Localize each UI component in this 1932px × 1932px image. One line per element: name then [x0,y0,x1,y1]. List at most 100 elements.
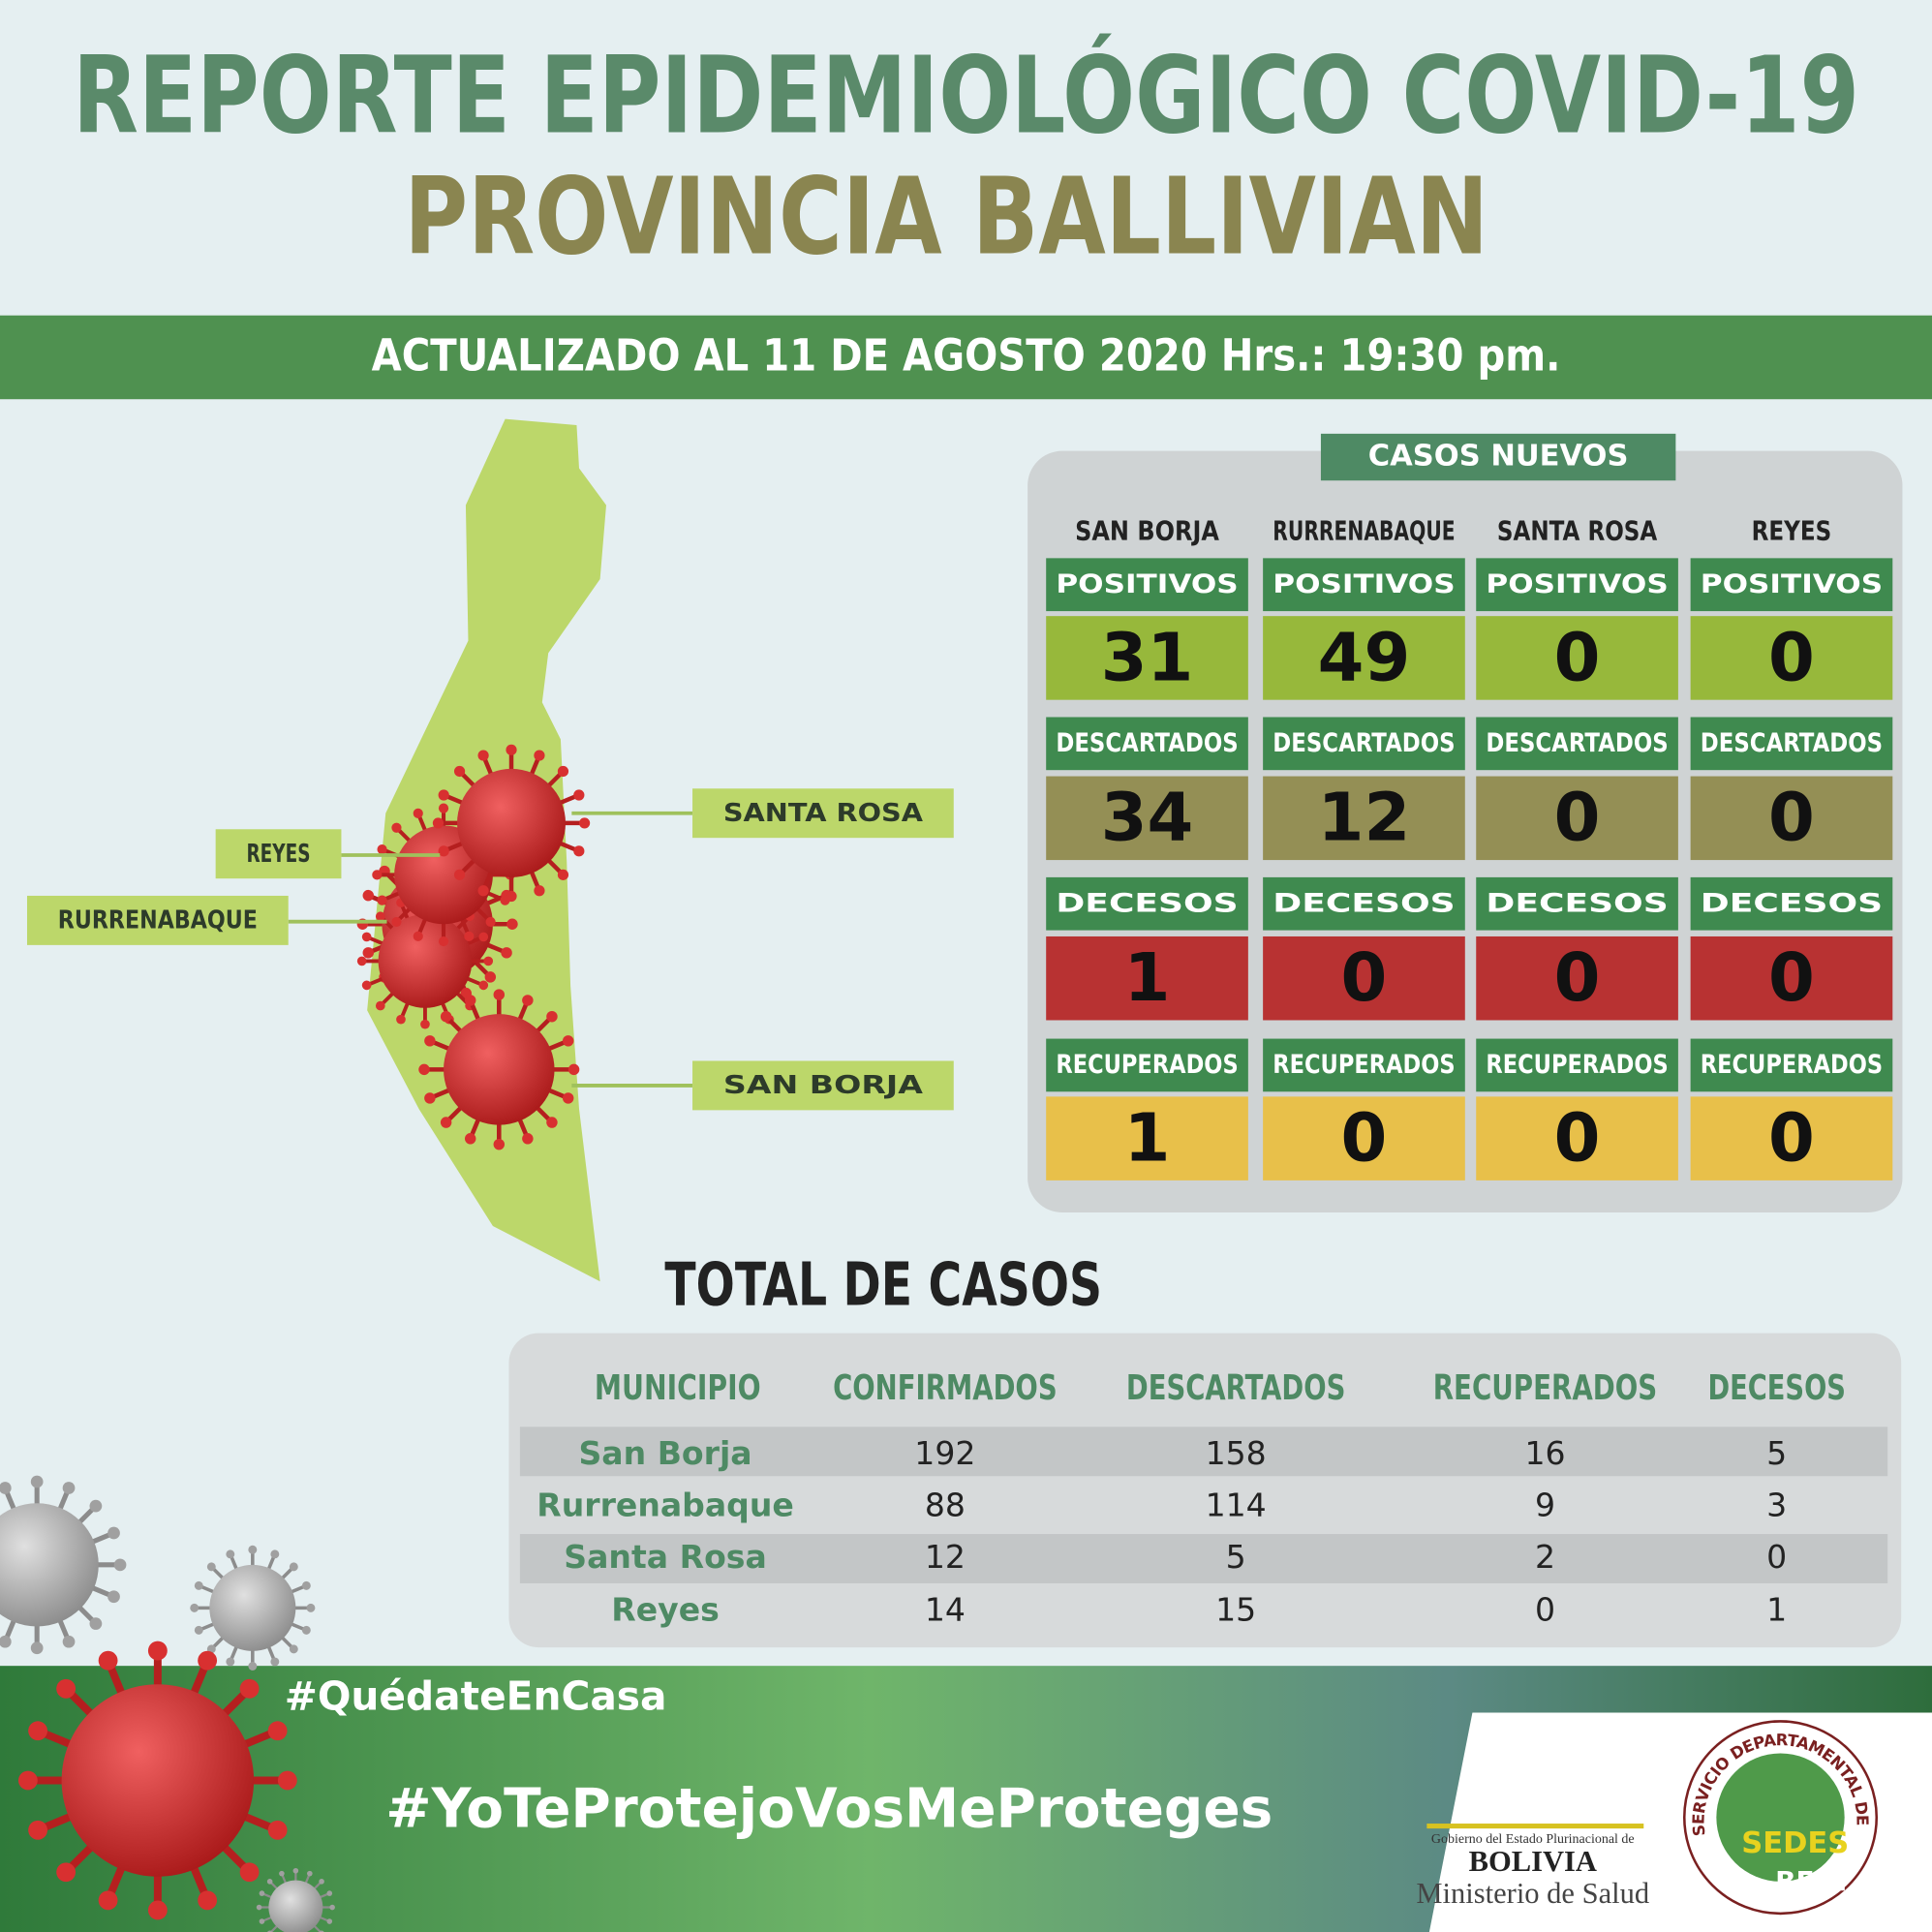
column-header: CONFIRMADOS [833,1368,1058,1408]
virus-tip [17,1770,38,1791]
virus-body [444,1014,555,1125]
metric-label-box [1263,558,1465,612]
virus-body [209,1564,296,1651]
metric-value-box [1046,1096,1248,1181]
metric-label-box [1690,1038,1893,1092]
metric-label: RECUPERADOS [1273,1050,1455,1080]
map-label-box [692,788,954,839]
virus-tip [107,1526,120,1540]
virus-tip [226,1657,235,1667]
virus-tip [578,817,591,829]
metric-label: DECESOS [1056,888,1238,918]
virus-tip [62,1482,76,1494]
table-value: 158 [1206,1434,1267,1472]
metric-label: DESCARTADOS [1056,728,1238,758]
virus-tip [477,885,489,897]
virus-tip [453,765,466,778]
virus-tip [485,916,496,928]
virus-tip [326,1890,333,1896]
virus-icon [418,989,580,1150]
virus-tip [306,1603,316,1612]
metric-value: 0 [1554,939,1601,1017]
metric-label-box [1263,717,1465,771]
sedes-region: BENI [1775,1865,1847,1897]
metric-value: 1 [1124,939,1171,1017]
new-cases-title-box [1320,433,1676,481]
metric-value: 31 [1101,619,1194,696]
table-value: 5 [1226,1538,1246,1576]
municipio-header: SAN BORJA [1075,515,1219,547]
metric-value-box [1046,776,1248,861]
metric-value: 0 [1554,619,1601,696]
metric-value: 0 [1768,939,1815,1017]
map-label: REYES [246,839,310,868]
virus-tip [562,1092,574,1104]
virus-tip [557,765,569,778]
title: REPORTE EPIDEMIOLÓGICO COVID-19 [73,34,1859,158]
virus-tip [356,956,367,966]
virus-tip [362,947,374,959]
metric-value: 0 [1554,780,1601,857]
table-value: 114 [1206,1487,1267,1524]
metric-value: 1 [1124,1099,1171,1177]
virus-tip [267,1820,288,1840]
virus-tip [391,916,402,928]
new-cases-title: CASOS NUEVOS [1368,440,1629,474]
hashtag: #YoTeProtejoVosMeProteges [385,1778,1273,1841]
table-value: 192 [914,1434,975,1472]
virus-tip [375,911,385,922]
metric-label-box [1263,1038,1465,1092]
virus-tip [493,1138,506,1150]
metric-label: DESCARTADOS [1701,728,1883,758]
virus-tip [420,1019,430,1029]
virus-tip [501,947,512,959]
virus-tip [307,1870,313,1877]
date-text: ACTUALIZADO AL 11 DE AGOSTO 2020 Hrs.: 1… [372,329,1561,382]
totals-title: TOTAL DE CASOS [664,1250,1102,1319]
virus-tip [89,1499,103,1513]
virus-tip [413,808,423,818]
virus-tip [396,1014,406,1025]
virus-tip [279,1870,285,1877]
metric-value-box [1476,776,1678,861]
virus-tip [198,1890,218,1911]
metric-value: 0 [1768,1099,1815,1177]
metric-label-box [1046,558,1248,612]
metric-value-box [1476,1096,1678,1181]
metric-value: 12 [1318,780,1411,857]
table-stripe [519,1426,1888,1477]
virus-tip [557,869,569,880]
metric-label-box [1690,558,1893,612]
metric-label-box [1476,1038,1678,1092]
virus-tip [206,1562,216,1572]
virus-tip [289,1644,298,1654]
virus-tip [432,817,445,829]
column-header: DESCARTADOS [1126,1368,1345,1408]
virus-tip [377,895,387,905]
table-value: 3 [1766,1487,1787,1524]
virus-tip [438,803,449,813]
municipio-header: REYES [1752,515,1832,547]
hashtag: #QuédateEnCasa [285,1673,667,1720]
virus-tip [440,1117,452,1128]
map-label: SAN BORJA [723,1070,924,1099]
virus-tip [326,1918,333,1924]
map-label-box [692,1060,954,1111]
ministry-country: BOLIVIA [1469,1845,1597,1878]
map-label: RURRENABAQUE [58,905,258,935]
metric-value-box [1690,776,1893,861]
metric-value-box [1476,935,1678,1021]
table-value: 1 [1766,1591,1787,1629]
metric-label: RECUPERADOS [1056,1050,1238,1080]
metric-value-box [1690,935,1893,1021]
metric-value-box [1263,616,1465,700]
metric-value: 0 [1768,780,1815,857]
table-value: 5 [1766,1434,1787,1472]
metric-value: 0 [1341,939,1388,1017]
virus-body [61,1684,255,1877]
virus-tip [239,1862,260,1883]
date-band [0,315,1932,400]
virus-tip [107,1590,120,1604]
municipio-name: Rurrenabaque [537,1487,794,1524]
virus-tip [28,1721,48,1741]
